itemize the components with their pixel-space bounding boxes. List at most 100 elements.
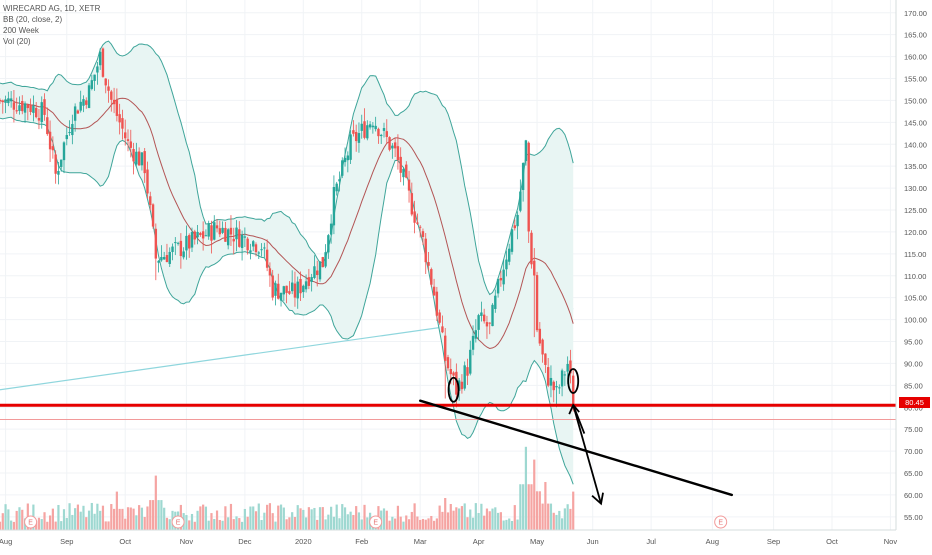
candle-body: [502, 269, 505, 285]
candle: [416, 213, 419, 226]
candle: [112, 87, 116, 114]
time-tick-label: Mar: [414, 537, 427, 546]
candle: [182, 247, 185, 260]
candle: [26, 103, 30, 121]
legend-bb[interactable]: BB (20, close, 2): [3, 15, 63, 24]
volume-bar: [204, 506, 208, 530]
volume-bar: [530, 484, 533, 530]
candle-body: [51, 146, 55, 151]
volume-bar: [563, 508, 566, 530]
volume-bar: [243, 508, 246, 530]
candle-body: [185, 235, 188, 251]
candle: [176, 241, 180, 246]
candle-body: [329, 223, 333, 235]
volume-bar: [143, 516, 146, 530]
candle-body: [126, 139, 130, 141]
volume-bar: [569, 508, 572, 530]
candle: [60, 159, 63, 172]
candle: [146, 161, 149, 199]
volume-bar: [318, 507, 322, 530]
candle: [285, 285, 288, 304]
candle: [157, 260, 160, 273]
candle: [238, 221, 241, 248]
price-tick-label: 165.00: [904, 31, 927, 40]
volume-bar: [213, 519, 216, 530]
candle: [446, 354, 450, 371]
volume-bar: [190, 513, 194, 530]
candle: [524, 139, 528, 166]
candle-body: [60, 159, 63, 167]
volume-bar: [260, 519, 263, 530]
volume-bar: [21, 509, 24, 530]
candle-body: [90, 80, 94, 89]
candle: [0, 98, 2, 104]
candle: [193, 229, 196, 245]
candle-body: [1, 100, 4, 103]
candle-body: [572, 375, 575, 406]
candle: [502, 259, 505, 291]
candle: [432, 278, 436, 296]
volume-bar: [494, 507, 497, 530]
candle-body: [555, 385, 558, 388]
candle-body: [46, 117, 49, 135]
volume-bar: [538, 491, 541, 530]
candle-body: [335, 183, 338, 192]
candle: [12, 90, 16, 123]
candle-body: [541, 339, 544, 355]
candle: [310, 273, 313, 292]
candle: [7, 91, 10, 107]
candle-body: [338, 179, 341, 182]
volume-bar: [138, 505, 141, 530]
candle: [313, 255, 316, 280]
price-axis[interactable]: 170.00 165.00 160.00 155.00 150.00 145.00 140.…: [895, 0, 927, 530]
candle: [510, 228, 514, 255]
volume-bar: [441, 511, 444, 530]
volume-bar: [527, 484, 530, 530]
volume-bar: [207, 520, 210, 530]
candle: [538, 322, 542, 346]
candle-body: [213, 222, 216, 240]
volume-bar: [218, 519, 221, 530]
time-axis[interactable]: Aug Sep Oct Nov Dec 2020 Feb Mar Apr May Jun Jul Aug…: [0, 529, 897, 546]
legend-ma[interactable]: 200 Week: [3, 26, 39, 35]
volume-bar: [458, 508, 461, 530]
candle: [54, 150, 57, 184]
volume-bar: [552, 512, 555, 530]
candle-body: [196, 231, 199, 238]
candle-body: [124, 132, 127, 139]
candle: [143, 148, 146, 183]
candle-body: [199, 232, 202, 235]
candle: [62, 141, 66, 174]
candle-body: [449, 369, 452, 375]
price-tick-label: 120.00: [904, 228, 927, 237]
candle-body: [396, 146, 400, 161]
volume-bar: [413, 503, 416, 530]
candle-body: [341, 160, 344, 176]
volume-bar: [4, 504, 7, 530]
legend-symbol[interactable]: WIRECARD AG, 1D, XETR: [3, 4, 101, 13]
candle: [90, 74, 94, 91]
candle-body: [385, 131, 388, 137]
candle-body: [304, 281, 308, 290]
legend-vol[interactable]: Vol (20): [3, 37, 31, 46]
volume-bar: [271, 513, 274, 530]
price-tick-label: 105.00: [904, 294, 927, 303]
time-tick-label: Aug: [0, 537, 12, 546]
time-tick-label: Oct: [119, 537, 132, 546]
earnings-marker: [171, 515, 185, 529]
candle-body: [421, 231, 425, 237]
candle-body: [349, 134, 352, 160]
candle: [338, 171, 341, 192]
candle-body: [527, 142, 530, 232]
volume-bar: [118, 508, 121, 530]
candle: [98, 48, 102, 70]
volume-bar: [560, 518, 564, 530]
projection-arrow: [572, 404, 602, 504]
candle-body: [410, 193, 414, 215]
price-tick-label: 145.00: [904, 118, 927, 127]
volume-bar: [366, 517, 369, 530]
candle: [469, 340, 472, 376]
candle: [51, 136, 55, 159]
